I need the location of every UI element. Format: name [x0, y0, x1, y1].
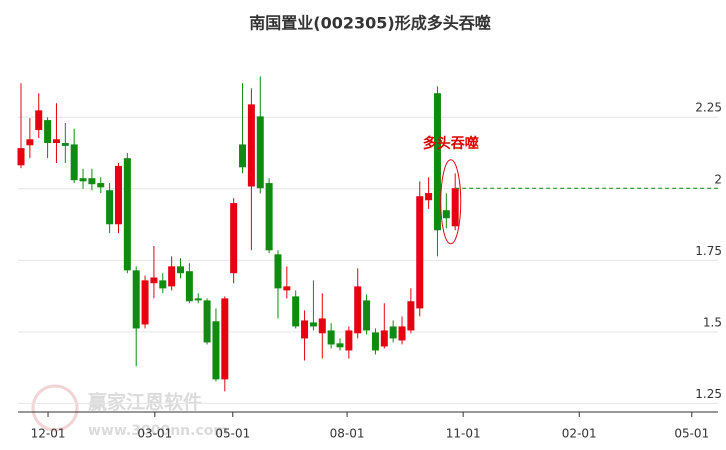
candle-body	[425, 193, 433, 201]
candle-body	[123, 158, 131, 271]
candle-body	[371, 332, 379, 351]
candle-body	[247, 104, 255, 187]
candle-body	[336, 343, 344, 348]
y-tick-label: 1.75	[695, 244, 722, 258]
candle-body	[114, 165, 122, 225]
candle-body	[44, 120, 52, 143]
candle-body	[70, 144, 78, 181]
watermark-logo	[31, 384, 79, 432]
candle-body	[354, 286, 362, 334]
candle-body	[318, 318, 326, 334]
x-tick-label: 12-01	[31, 427, 66, 441]
candle-body	[177, 266, 185, 274]
candle-body	[150, 277, 158, 284]
candle-body	[433, 93, 441, 231]
watermark-url: www.3000nn.com	[88, 423, 228, 439]
candle-body	[380, 330, 388, 347]
x-tick-label: 11-01	[446, 427, 481, 441]
candle-body	[97, 183, 105, 188]
candle-body	[185, 271, 193, 302]
candle-body	[327, 330, 335, 345]
x-tick-label: 02-01	[562, 427, 597, 441]
candle-body	[363, 300, 371, 331]
candle-body	[345, 330, 353, 351]
candle-body	[132, 270, 140, 329]
candle-body	[159, 280, 167, 289]
watermark: 赢家江恩软件 www.3000nn.com	[31, 384, 228, 439]
y-tick-label: 1.25	[695, 387, 722, 401]
y-tick-label: 1.5	[703, 315, 722, 329]
x-tick-label: 05-01	[674, 427, 709, 441]
pattern-ellipse	[440, 159, 462, 245]
candle-body	[309, 322, 317, 327]
candle-body	[239, 144, 247, 168]
candle-body	[26, 139, 34, 146]
candle-body	[212, 321, 220, 380]
candle-body	[389, 326, 397, 339]
candle-body	[256, 116, 264, 189]
candle-body	[292, 296, 300, 327]
candle-body	[301, 320, 309, 339]
chart-title: 南国置业(002305)形成多头吞噬	[249, 14, 490, 33]
x-tick-label: 03-01	[137, 427, 172, 441]
candle-body	[61, 142, 69, 146]
candle-body	[274, 254, 282, 289]
candle-body	[283, 286, 291, 291]
candle-body	[168, 266, 176, 287]
candle-body	[79, 178, 87, 182]
watermark-text: 赢家江恩软件	[88, 391, 202, 414]
y-tick-label: 2	[714, 172, 722, 186]
candle-body	[265, 183, 273, 251]
y-tick-label: 2.25	[695, 101, 722, 115]
x-tick-label: 08-01	[330, 427, 365, 441]
candle-body	[88, 178, 96, 185]
candle-body	[203, 300, 211, 343]
candle-body	[451, 188, 459, 227]
candle-body	[442, 210, 450, 219]
candle-body	[194, 298, 202, 301]
candle-body	[230, 203, 238, 274]
candle-body	[17, 148, 25, 166]
x-tick-label: 05-01	[215, 427, 250, 441]
candle-body	[398, 326, 406, 341]
candle-body	[141, 280, 149, 325]
candle-body	[35, 110, 43, 131]
candle-body	[221, 298, 229, 380]
candle-body	[52, 139, 60, 143]
candle-body	[106, 190, 114, 225]
candle-body	[407, 301, 415, 331]
pattern-annotation: 多头吞噬	[423, 135, 479, 152]
candle-body	[416, 196, 424, 309]
